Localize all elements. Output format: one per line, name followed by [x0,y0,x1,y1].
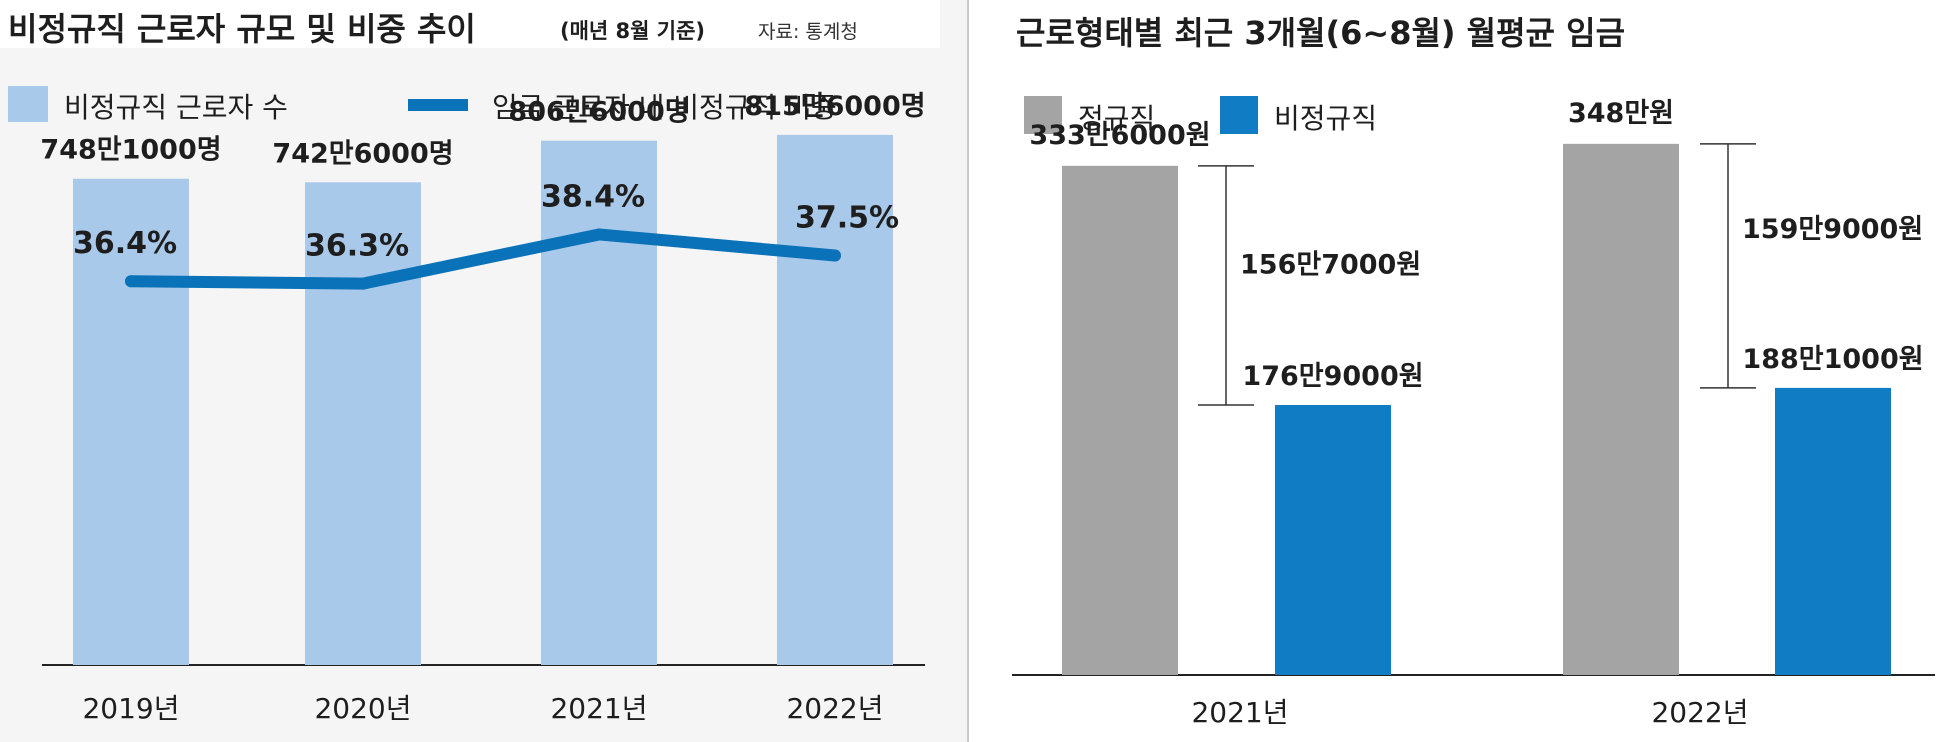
right-x-tick: 2022년 [1651,696,1748,729]
right-gap-brackets-group: 156만7000원 159만9000원 [1198,143,1923,406]
legend-box-nonregular [1220,96,1258,134]
right-chart-title: 근로형태별 최근 3개월(6~8월) 월평균 임금 [1016,14,1625,52]
bar-label-regular: 333만6000원 [1029,120,1210,151]
legend-box-regular [1024,96,1062,134]
bar-nonregular-2022년 [1775,387,1891,675]
left-chart-subtitle: (매년 8월 기준) [560,19,705,43]
bar-nonregular-2021년 [1275,404,1391,675]
bar-label-workers: 806만6000명 [508,97,689,128]
left-pct-labels-group: 36.4% 36.3% 38.4% 37.5% [73,179,899,263]
share-label: 36.4% [73,226,177,261]
right-x-tick: 2021년 [1191,696,1288,729]
left-chart-title: 비정규직 근로자 규모 및 비중 추이 [8,10,476,48]
right-bars-group [1062,143,1891,676]
left-x-labels-group: 2019년 2020년 2021년 2022년 [82,692,883,725]
right-x-labels-group: 2021년 2022년 [1191,696,1748,729]
left-line-group [125,228,841,290]
legend-box-workers [8,86,48,122]
bar-label-nonregular: 176만9000원 [1242,361,1423,392]
bar-label-workers: 742만6000명 [272,138,453,169]
bar-workers-2019년 [73,178,189,666]
share-line [125,228,841,290]
gap-label: 159만9000원 [1742,214,1923,245]
share-point [829,249,841,262]
left-title-background [0,0,940,48]
left-bars-group [73,134,893,666]
share-label: 37.5% [795,201,899,236]
left-x-tick: 2022년 [786,692,883,725]
share-point [357,277,369,290]
left-bar-labels-group: 748만1000명 742만6000명 806만6000명 815만6000명 [40,91,925,169]
bar-workers-2022년 [777,134,893,666]
bar-label-workers: 748만1000명 [40,135,221,166]
share-label: 38.4% [541,179,645,214]
left-x-tick: 2021년 [550,692,647,725]
legend-label-workers: 비정규직 근로자 수 [64,91,288,124]
share-point [125,275,137,288]
bar-workers-2020년 [305,182,421,665]
legend-label-nonregular: 비정규직 [1274,102,1377,135]
bar-label-regular: 348만원 [1568,98,1674,129]
left-x-tick: 2020년 [314,692,411,725]
bar-label-nonregular: 188만1000원 [1742,344,1923,375]
legend-label-regular: 정규직 [1078,102,1155,135]
left-chart-source: 자료: 통계청 [758,21,858,43]
left-x-tick: 2019년 [82,692,179,725]
share-label: 36.3% [305,229,409,264]
right-value-labels-group: 333만6000원 176만9000원 348만원 188만1000원 [1029,98,1923,392]
gap-label: 156만7000원 [1240,249,1421,280]
bar-workers-2021년 [541,140,657,665]
bar-label-workers: 815만6000명 [744,91,925,122]
legend-label-share: 임금 근로자 내 비정규직 비중 [492,91,837,124]
share-point [593,228,605,241]
bar-regular-2022년 [1563,143,1679,675]
bar-regular-2021년 [1062,165,1178,676]
